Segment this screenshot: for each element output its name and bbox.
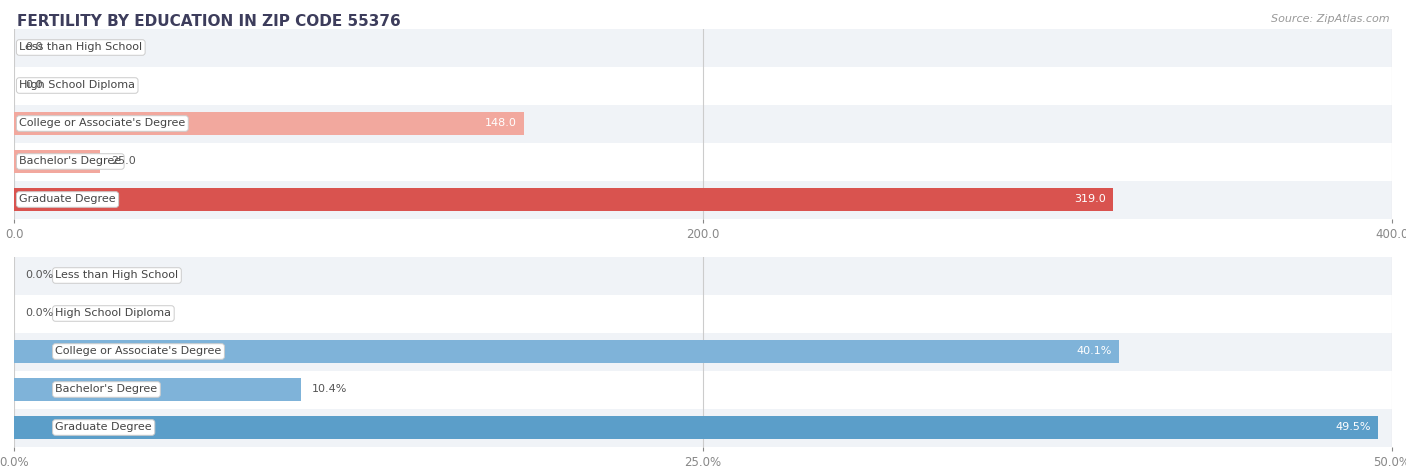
Bar — [14, 112, 524, 135]
Text: 0.0: 0.0 — [25, 42, 42, 53]
Bar — [14, 408, 1392, 446]
Text: 10.4%: 10.4% — [312, 384, 347, 395]
Bar — [14, 294, 1392, 332]
Bar — [14, 104, 1392, 142]
Bar — [14, 142, 1392, 180]
Bar — [14, 378, 301, 401]
Text: Graduate Degree: Graduate Degree — [20, 194, 115, 205]
Text: 40.1%: 40.1% — [1077, 346, 1112, 357]
Bar — [14, 150, 100, 173]
Text: 319.0: 319.0 — [1074, 194, 1107, 205]
Text: 148.0: 148.0 — [485, 118, 517, 129]
Text: 0.0: 0.0 — [25, 80, 42, 91]
Bar — [14, 188, 1114, 211]
Text: High School Diploma: High School Diploma — [20, 80, 135, 91]
Bar — [14, 256, 1392, 294]
Text: FERTILITY BY EDUCATION IN ZIP CODE 55376: FERTILITY BY EDUCATION IN ZIP CODE 55376 — [17, 14, 401, 29]
Text: Less than High School: Less than High School — [55, 270, 179, 281]
Text: 0.0%: 0.0% — [25, 308, 53, 319]
Text: High School Diploma: High School Diploma — [55, 308, 172, 319]
Bar — [14, 180, 1392, 218]
Bar — [14, 370, 1392, 408]
Bar — [14, 66, 1392, 104]
Text: Bachelor's Degree: Bachelor's Degree — [20, 156, 121, 167]
Text: Graduate Degree: Graduate Degree — [55, 422, 152, 433]
Text: 49.5%: 49.5% — [1336, 422, 1371, 433]
Text: Less than High School: Less than High School — [20, 42, 142, 53]
Text: 25.0: 25.0 — [111, 156, 136, 167]
Text: Bachelor's Degree: Bachelor's Degree — [55, 384, 157, 395]
Bar — [14, 332, 1392, 371]
Text: 0.0%: 0.0% — [25, 270, 53, 281]
Text: College or Associate's Degree: College or Associate's Degree — [20, 118, 186, 129]
Text: College or Associate's Degree: College or Associate's Degree — [55, 346, 222, 357]
Text: Source: ZipAtlas.com: Source: ZipAtlas.com — [1271, 14, 1389, 24]
Bar — [14, 416, 1378, 439]
Bar — [14, 28, 1392, 66]
Bar — [14, 340, 1119, 363]
